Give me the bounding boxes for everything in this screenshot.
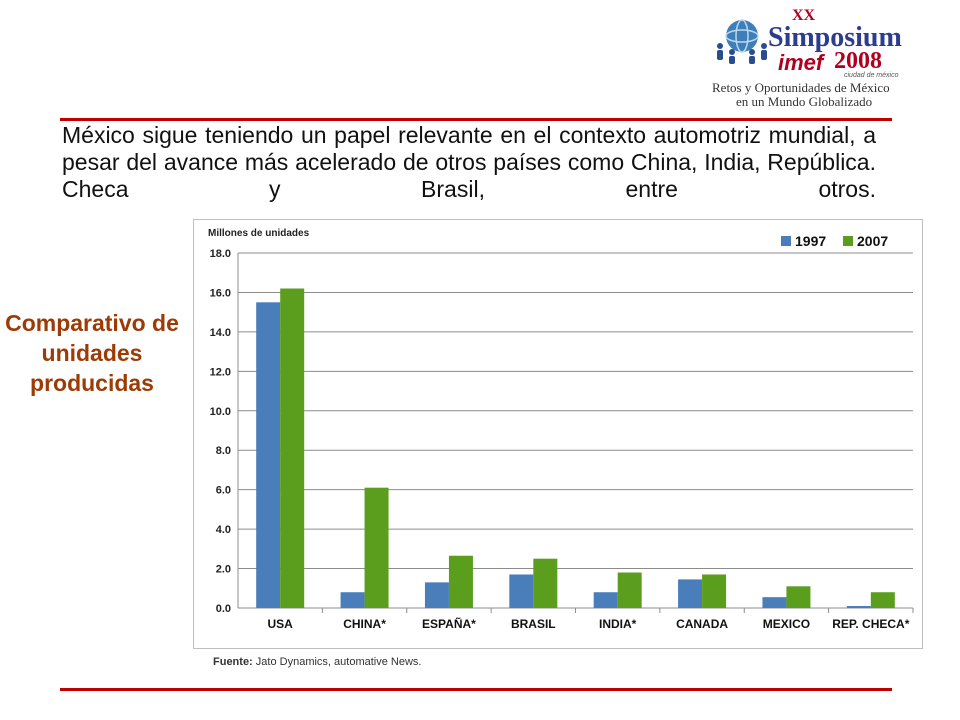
x-tick-label: MEXICO [763,617,810,631]
source-label: Fuente: [213,656,253,668]
bar-2007-0 [280,288,305,608]
intro-paragraph: México sigue teniendo un papel relevante… [62,122,876,202]
bar-2007-4 [617,572,642,608]
legend-swatch-2007 [843,236,853,246]
globe-icon [726,20,758,52]
chart-svg: Millones de unidades 0.0 2.0 4.0 6.0 8.0 10.0… [193,219,923,649]
bar-2007-1 [364,487,389,608]
bar-1997-1 [340,592,365,608]
logo-brand: imef [778,50,826,75]
x-tick-label: CHINA* [343,617,386,631]
bar-1997-5 [678,579,703,608]
x-tick-label: REP. CHECA* [832,617,909,631]
y-tick-label: 6.0 [216,485,231,497]
source-text: Jato Dynamics, automative News. [255,656,422,668]
y-tick-label: 2.0 [216,564,231,576]
legend-swatch-1997 [781,236,791,246]
bar-1997-3 [509,574,534,608]
bar-1997-7 [846,606,871,608]
bar-2007-2 [448,555,473,608]
logo-year: 2008 [834,48,882,74]
legend-label-2007: 2007 [857,233,888,249]
bottom-divider [60,688,892,691]
bar-1997-0 [256,302,281,608]
y-tick-label: 8.0 [216,445,231,457]
people-icon [717,43,767,64]
y-tick-label: 12.0 [210,366,231,378]
bar-2007-7 [870,592,895,608]
x-tick-label: ESPAÑA* [422,616,476,631]
y-tick-label: 16.0 [210,287,231,299]
bar-2007-5 [702,574,727,608]
source-note: Fuente: Jato Dynamics, automative News. [213,656,421,668]
symposium-logo: XX Simposium imef 2008 ciudad de méxico … [706,6,906,110]
side-title: Comparativo de unidades producidas [5,310,179,396]
x-tick-label: BRASIL [511,617,556,631]
bar-2007-6 [786,586,811,608]
y-axis-label: Millones de unidades [208,228,310,239]
logo-tagline-1: Retos y Oportunidades de México [712,80,890,95]
bar-1997-4 [593,592,618,608]
x-tick-label: CANADA [676,617,728,631]
logo-city: ciudad de méxico [844,72,899,79]
logo-graphic: XX Simposium imef 2008 ciudad de méxico … [712,7,902,109]
bar-chart: Millones de unidades 0.0 2.0 4.0 6.0 8.0 10.0… [193,219,923,649]
chart-frame [193,219,923,649]
logo-tagline-2: en un Mundo Globalizado [736,94,872,109]
y-tick-label: 18.0 [210,248,231,260]
y-tick-label: 10.0 [210,406,231,418]
bar-1997-6 [762,597,787,608]
legend-label-1997: 1997 [795,233,826,249]
y-tick-label: 0.0 [216,603,231,615]
bar-1997-2 [424,582,449,608]
x-tick-label: USA [268,617,294,631]
top-divider [60,118,892,121]
bar-2007-3 [533,558,558,608]
logo-name: Simposium [768,22,902,53]
logo-edition: XX [792,7,816,24]
y-tick-label: 14.0 [210,327,231,339]
x-tick-label: INDIA* [599,617,637,631]
y-tick-label: 4.0 [216,524,231,536]
